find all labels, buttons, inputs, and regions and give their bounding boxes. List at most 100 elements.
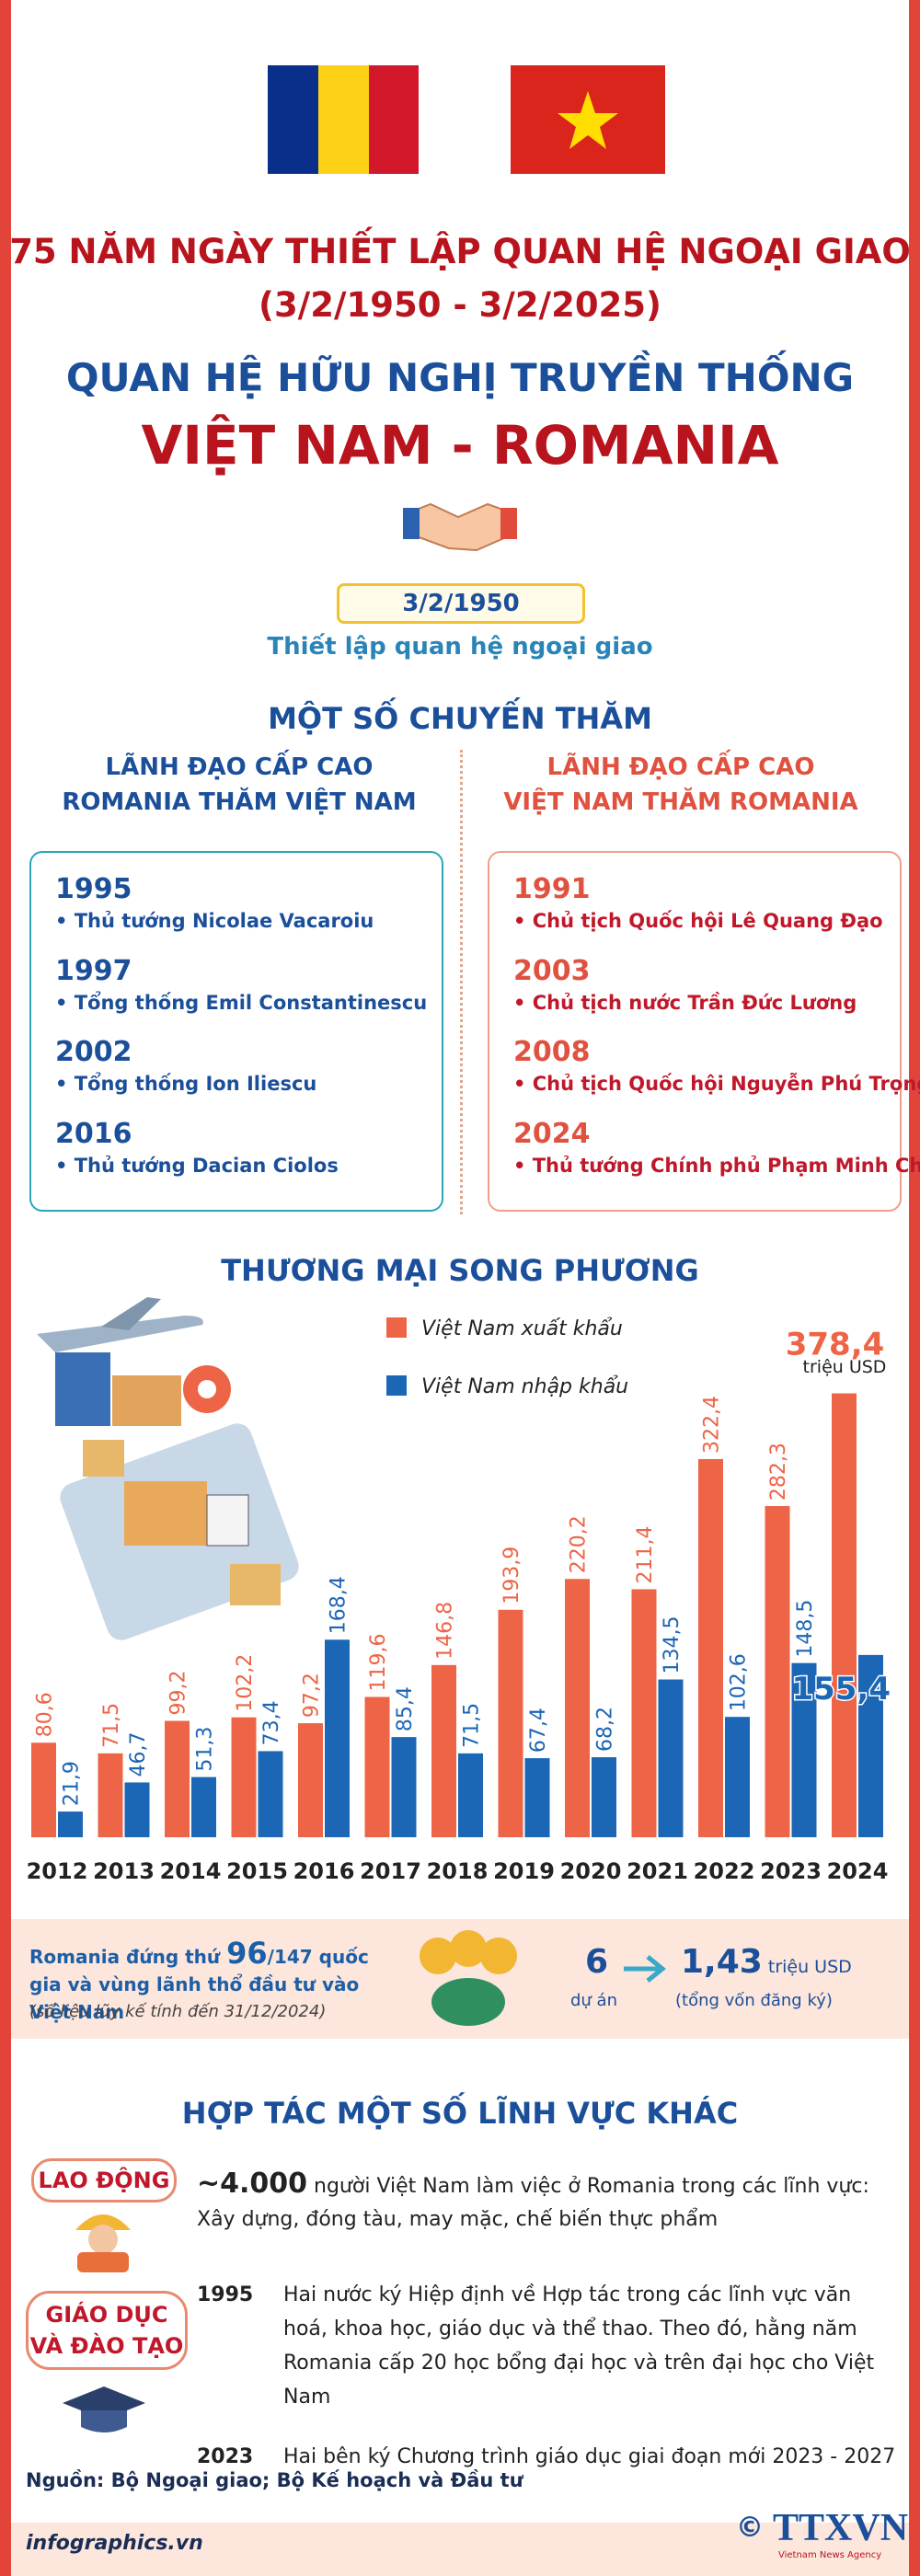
agency: Vietnam News Agency: [778, 2550, 882, 2560]
plane: [37, 1297, 203, 1352]
money-icon: [420, 1930, 517, 2026]
title: 75 NĂM NGÀY THIẾT LẬP QUAN HỆ NGOẠI GIAO: [9, 232, 911, 271]
value-label: 71,5: [461, 1703, 484, 1748]
value-label: 99,2: [167, 1671, 190, 1716]
bar: [592, 1757, 616, 1837]
bar: [498, 1609, 523, 1837]
site: infographics.vn: [26, 2532, 203, 2555]
visit-year: 1997: [55, 954, 132, 987]
main-title: VIỆT NAM - ROMANIA: [141, 414, 779, 477]
cooperation-title: HỢP TÁC MỘT SỐ LĨNH VỰC KHÁC: [181, 2096, 739, 2131]
capital-unit: triệu USD: [762, 1957, 852, 1977]
projects: 6: [585, 1943, 609, 1981]
visit-year: 2002: [55, 1036, 132, 1068]
unit-label: triệu USD: [803, 1357, 887, 1377]
visit-leader: • Thủ tướng Nicolae Vacaroiu: [55, 910, 374, 932]
x-tick-label: 2017: [360, 1858, 421, 1884]
date-caption: Thiết lập quan hệ ngoại giao: [267, 633, 653, 661]
education-item: 1995 Hai nước ký Hiệp định về Hợp tác tro…: [197, 2278, 896, 2414]
investment-note: (số liệu lũy kế tính đến 31/12/2024): [29, 2002, 327, 2021]
education-text: Hai bên ký Chương trình giáo dục giai đo…: [283, 2445, 896, 2468]
education-text: Hai nước ký Hiệp định về Hợp tác trong c…: [283, 2283, 875, 2409]
labor-text: ~4.000 người Việt Nam làm việc ở Romania…: [197, 2168, 887, 2237]
value-label: 67,4: [527, 1708, 550, 1753]
bar: [565, 1579, 590, 1837]
bar: [31, 1742, 56, 1837]
education-year: 1995: [197, 2283, 254, 2306]
heading-line: ROMANIA THĂM VIỆT NAM: [62, 788, 417, 816]
value-label: 73,4: [260, 1700, 283, 1745]
value-label: 378,4: [786, 1327, 885, 1363]
legend-swatch: [386, 1317, 407, 1338]
bar: [524, 1758, 550, 1837]
text: người Việt Nam làm việc ở Romania trong …: [197, 2175, 869, 2231]
bar: [165, 1720, 190, 1837]
logo: TTXVN: [773, 2507, 909, 2549]
heading-line: LÃNH ĐẠO CẤP CAO: [105, 753, 374, 781]
value-label: 21,9: [61, 1761, 84, 1806]
labor-count: ~4.000: [197, 2168, 308, 2200]
visit-leader: • Tổng thống Ion Iliescu: [55, 1073, 317, 1095]
bar: [231, 1717, 257, 1837]
visit-leader: • Tổng thống Emil Constantinescu: [55, 991, 428, 1014]
source: Nguồn: Bộ Ngoại giao; Bộ Kế hoạch và Đầu…: [26, 2469, 523, 2491]
total: /147: [267, 1946, 313, 1968]
value-label: 193,9: [500, 1547, 523, 1604]
label-line: GIÁO DỤC: [45, 2302, 168, 2328]
value-label: 168,4: [328, 1576, 351, 1634]
rank: 96: [226, 1936, 268, 1971]
text: Romania đứng thứ: [29, 1946, 227, 1968]
trade-title: THƯƠNG MẠI SONG PHƯƠNG: [221, 1253, 699, 1288]
legend-label: Việt Nam nhập khẩu: [421, 1375, 628, 1398]
education-year: 2023: [197, 2445, 254, 2468]
education-item: 2023 Hai bên ký Chương trình giáo dục gia…: [197, 2440, 896, 2474]
heading-line: VIỆT NAM THĂM ROMANIA: [503, 788, 858, 816]
right-visits: 1991 • Chủ tịch Quốc hội Lê Quang Đạo 2003…: [488, 851, 920, 1212]
x-tick-label: 2015: [226, 1858, 288, 1884]
value-label: 71,5: [100, 1703, 123, 1748]
bar: [858, 1654, 883, 1837]
value-label: 68,2: [594, 1707, 617, 1752]
value-label: 85,4: [394, 1686, 417, 1731]
value-label: 46,7: [127, 1731, 150, 1777]
visit-leader: • Chủ tịch nước Trần Đức Lương: [513, 991, 857, 1014]
bar: [458, 1753, 483, 1837]
investment-text: Romania đứng thứ 96/147 quốc gia và vùng…: [29, 1936, 397, 2026]
x-tick-label: 2016: [293, 1858, 355, 1884]
date-box: 3/2/1950: [337, 583, 585, 624]
footer-band: [11, 2523, 909, 2576]
left-heading: LÃNH ĐẠO CẤP CAO ROMANIA THĂM VIỆT NAM: [37, 750, 442, 820]
projects-label: dự án: [570, 1991, 617, 2010]
visit-year: 2016: [55, 1117, 132, 1150]
label-line: VÀ ĐÀO TẠO: [29, 2333, 184, 2359]
containers: [55, 1352, 181, 1426]
visit-year: 2008: [513, 1036, 591, 1068]
capital: 1,43 triệu USD: [681, 1943, 852, 1981]
bar: [258, 1751, 283, 1837]
education-items: 1995 Hai nước ký Hiệp định về Hợp tác tro…: [197, 2278, 896, 2474]
worker-icon: [75, 2214, 131, 2272]
value-label: 102,6: [728, 1653, 751, 1711]
trade-chart: Việt Nam xuất khẩu Việt Nam nhập khẩu 2012…: [27, 1297, 892, 1884]
education-label: GIÁO DỤC VÀ ĐÀO TẠO: [26, 2291, 188, 2370]
visit-year: 2003: [513, 954, 591, 987]
bar: [191, 1777, 216, 1837]
capital-note: (tổng vốn đăng ký): [675, 1991, 833, 2010]
vietnam-flag: [511, 65, 665, 174]
bar: [725, 1717, 750, 1837]
arrow: [624, 1955, 666, 1983]
value-label: 211,4: [634, 1525, 657, 1583]
value-label: 80,6: [34, 1692, 57, 1737]
section-title: MỘT SỐ CHUYẾN THĂM: [268, 701, 652, 736]
value-label: 322,4: [701, 1396, 724, 1454]
x-tick-label: 2013: [93, 1858, 155, 1884]
x-tick-label: 2012: [27, 1858, 88, 1884]
visit-leader: • Chủ tịch Quốc hội Lê Quang Đạo: [513, 910, 883, 932]
bar: [765, 1506, 790, 1837]
visit-year: 1995: [55, 873, 132, 905]
x-tick-label: 2020: [560, 1858, 622, 1884]
x-tick-label: 2021: [627, 1858, 688, 1884]
bar: [791, 1662, 817, 1837]
